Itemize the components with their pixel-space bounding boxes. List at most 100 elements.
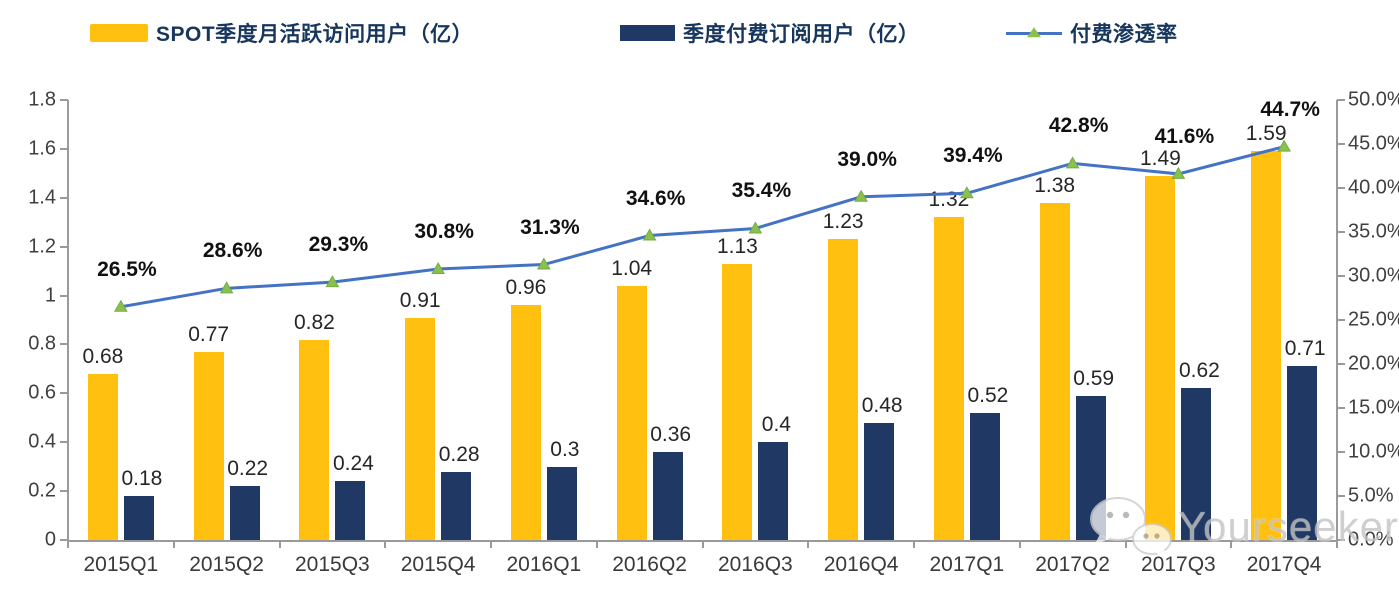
left-axis-tick-mark bbox=[60, 343, 68, 346]
penetration-line bbox=[120, 145, 1285, 309]
penetration-pct-label: 28.6% bbox=[202, 239, 263, 263]
bar-mau bbox=[87, 373, 118, 540]
mau-legend-swatch bbox=[90, 24, 148, 42]
right-axis-tick-mark bbox=[1337, 231, 1345, 233]
right-axis-tick-mark bbox=[1337, 495, 1345, 497]
x-axis-category-label: 2016Q1 bbox=[506, 553, 582, 576]
bar-mau bbox=[828, 239, 859, 540]
bar-subs bbox=[864, 422, 895, 540]
x-axis-tick-mark bbox=[1124, 540, 1127, 548]
left-axis-tick-mark bbox=[60, 539, 68, 541]
mau-value-label: 0.91 bbox=[399, 288, 441, 312]
subs-value-label: 0.36 bbox=[650, 423, 692, 446]
bar-mau bbox=[299, 339, 330, 540]
bar-mau bbox=[405, 317, 436, 540]
watermark-text: Yourseeker bbox=[1178, 503, 1399, 550]
left-axis-tick-mark bbox=[60, 441, 68, 444]
penetration-pct-label: 44.7% bbox=[1260, 97, 1320, 121]
mau-value-label: 0.68 bbox=[82, 344, 124, 368]
left-axis-tick-mark bbox=[60, 294, 68, 297]
right-axis-tick-label: 30.0% bbox=[1348, 264, 1399, 287]
left-axis-tick-mark bbox=[60, 392, 68, 395]
watermark: Yourseeker bbox=[1086, 494, 1399, 560]
penetration-pct-label: 41.6% bbox=[1154, 124, 1215, 148]
x-axis-category-label: 2015Q3 bbox=[295, 553, 370, 576]
mau-value-label: 0.96 bbox=[505, 276, 547, 300]
x-axis-category-label: 2015Q1 bbox=[83, 553, 159, 576]
x-axis-category-label: 2015Q2 bbox=[189, 553, 264, 576]
mau-value-label: 1.23 bbox=[822, 210, 864, 234]
penetration-line-swatch bbox=[1006, 27, 1062, 38]
right-axis-tick-mark bbox=[1337, 539, 1345, 541]
x-axis-tick-mark bbox=[807, 540, 810, 548]
x-axis-tick-mark bbox=[913, 540, 915, 548]
left-axis-tick-label: 0.4 bbox=[28, 430, 56, 453]
bar-mau bbox=[1251, 151, 1282, 540]
bar-subs bbox=[441, 471, 472, 540]
x-axis-tick-mark bbox=[490, 540, 492, 548]
x-axis-tick-mark bbox=[701, 540, 704, 548]
bar-subs bbox=[546, 466, 577, 540]
right-axis-tick-mark bbox=[1337, 319, 1345, 321]
left-axis-tick-label: 1.2 bbox=[28, 235, 56, 258]
right-axis-tick-mark bbox=[1337, 451, 1345, 453]
bar-subs bbox=[335, 481, 366, 540]
legend-item-subs: 季度付费订阅用户（亿） bbox=[620, 16, 920, 50]
right-axis-tick-label: 50.0% bbox=[1348, 88, 1399, 111]
triangle-marker-icon bbox=[642, 228, 657, 241]
triangle-marker-icon bbox=[854, 189, 868, 202]
left-axis-tick-label: 1.8 bbox=[28, 88, 56, 111]
penetration-pct-label: 34.6% bbox=[625, 186, 686, 210]
subs-value-label: 0.52 bbox=[967, 383, 1009, 407]
mau-value-label: 1.13 bbox=[716, 234, 758, 258]
right-axis-tick-mark bbox=[1337, 275, 1345, 277]
right-axis-tick-label: 0.0% bbox=[1348, 528, 1394, 551]
right-axis-tick-label: 10.0% bbox=[1348, 440, 1399, 463]
triangle-marker-icon bbox=[431, 261, 445, 274]
legend-item-mau: SPOT季度月活跃访问用户（亿） bbox=[90, 16, 473, 50]
left-axis-tick-label: 0 bbox=[44, 528, 56, 551]
right-axis-tick-mark bbox=[1337, 99, 1345, 101]
bar-subs bbox=[229, 486, 260, 540]
penetration-pct-label: 30.8% bbox=[414, 219, 474, 243]
left-axis-tick-label: 1.6 bbox=[28, 137, 56, 160]
right-axis-tick-label: 15.0% bbox=[1348, 396, 1399, 419]
penetration-pct-label: 26.5% bbox=[97, 257, 157, 281]
x-axis-tick-mark bbox=[1230, 540, 1233, 548]
left-axis-tick-mark bbox=[60, 490, 68, 493]
right-axis-tick-label: 25.0% bbox=[1348, 308, 1399, 331]
x-axis-category-label: 2017Q2 bbox=[1035, 553, 1110, 576]
subs-value-label: 0.24 bbox=[332, 452, 374, 476]
triangle-marker-icon bbox=[114, 299, 128, 312]
x-axis-category-label: 2015Q4 bbox=[400, 553, 476, 576]
right-axis-tick-mark bbox=[1337, 363, 1345, 365]
triangle-marker-icon bbox=[748, 221, 763, 234]
bar-subs bbox=[123, 496, 154, 540]
subs-legend-swatch bbox=[620, 25, 675, 41]
subs-value-label: 0.62 bbox=[1178, 359, 1220, 383]
left-axis-tick-label: 1.4 bbox=[28, 186, 56, 209]
mau-value-label: 0.77 bbox=[188, 322, 230, 346]
bar-subs bbox=[1181, 388, 1212, 540]
mau-value-label: 1.38 bbox=[1034, 173, 1076, 197]
bar-mau bbox=[510, 305, 541, 540]
subs-value-label: 0.3 bbox=[550, 437, 580, 461]
left-axis-tick-mark bbox=[60, 147, 68, 150]
mau-value-label: 1.32 bbox=[928, 188, 970, 212]
bar-mau bbox=[616, 285, 647, 540]
x-axis-category-label: 2016Q3 bbox=[718, 553, 793, 576]
triangle-marker-icon bbox=[325, 275, 340, 288]
left-axis-tick-label: 0.6 bbox=[28, 381, 56, 404]
bar-subs bbox=[969, 412, 1000, 540]
triangle-marker-icon bbox=[1027, 27, 1041, 38]
penetration-pct-label: 29.3% bbox=[308, 233, 369, 257]
y-axis-left-line bbox=[67, 100, 69, 540]
right-axis-tick-mark bbox=[1337, 187, 1345, 189]
penetration-pct-label: 39.0% bbox=[837, 147, 897, 171]
right-axis-tick-mark bbox=[1337, 143, 1345, 145]
x-axis-category-label: 2016Q2 bbox=[612, 553, 687, 576]
left-axis-tick-mark bbox=[60, 196, 68, 199]
subs-value-label: 0.22 bbox=[227, 457, 269, 481]
mau-value-label: 1.59 bbox=[1245, 122, 1287, 146]
